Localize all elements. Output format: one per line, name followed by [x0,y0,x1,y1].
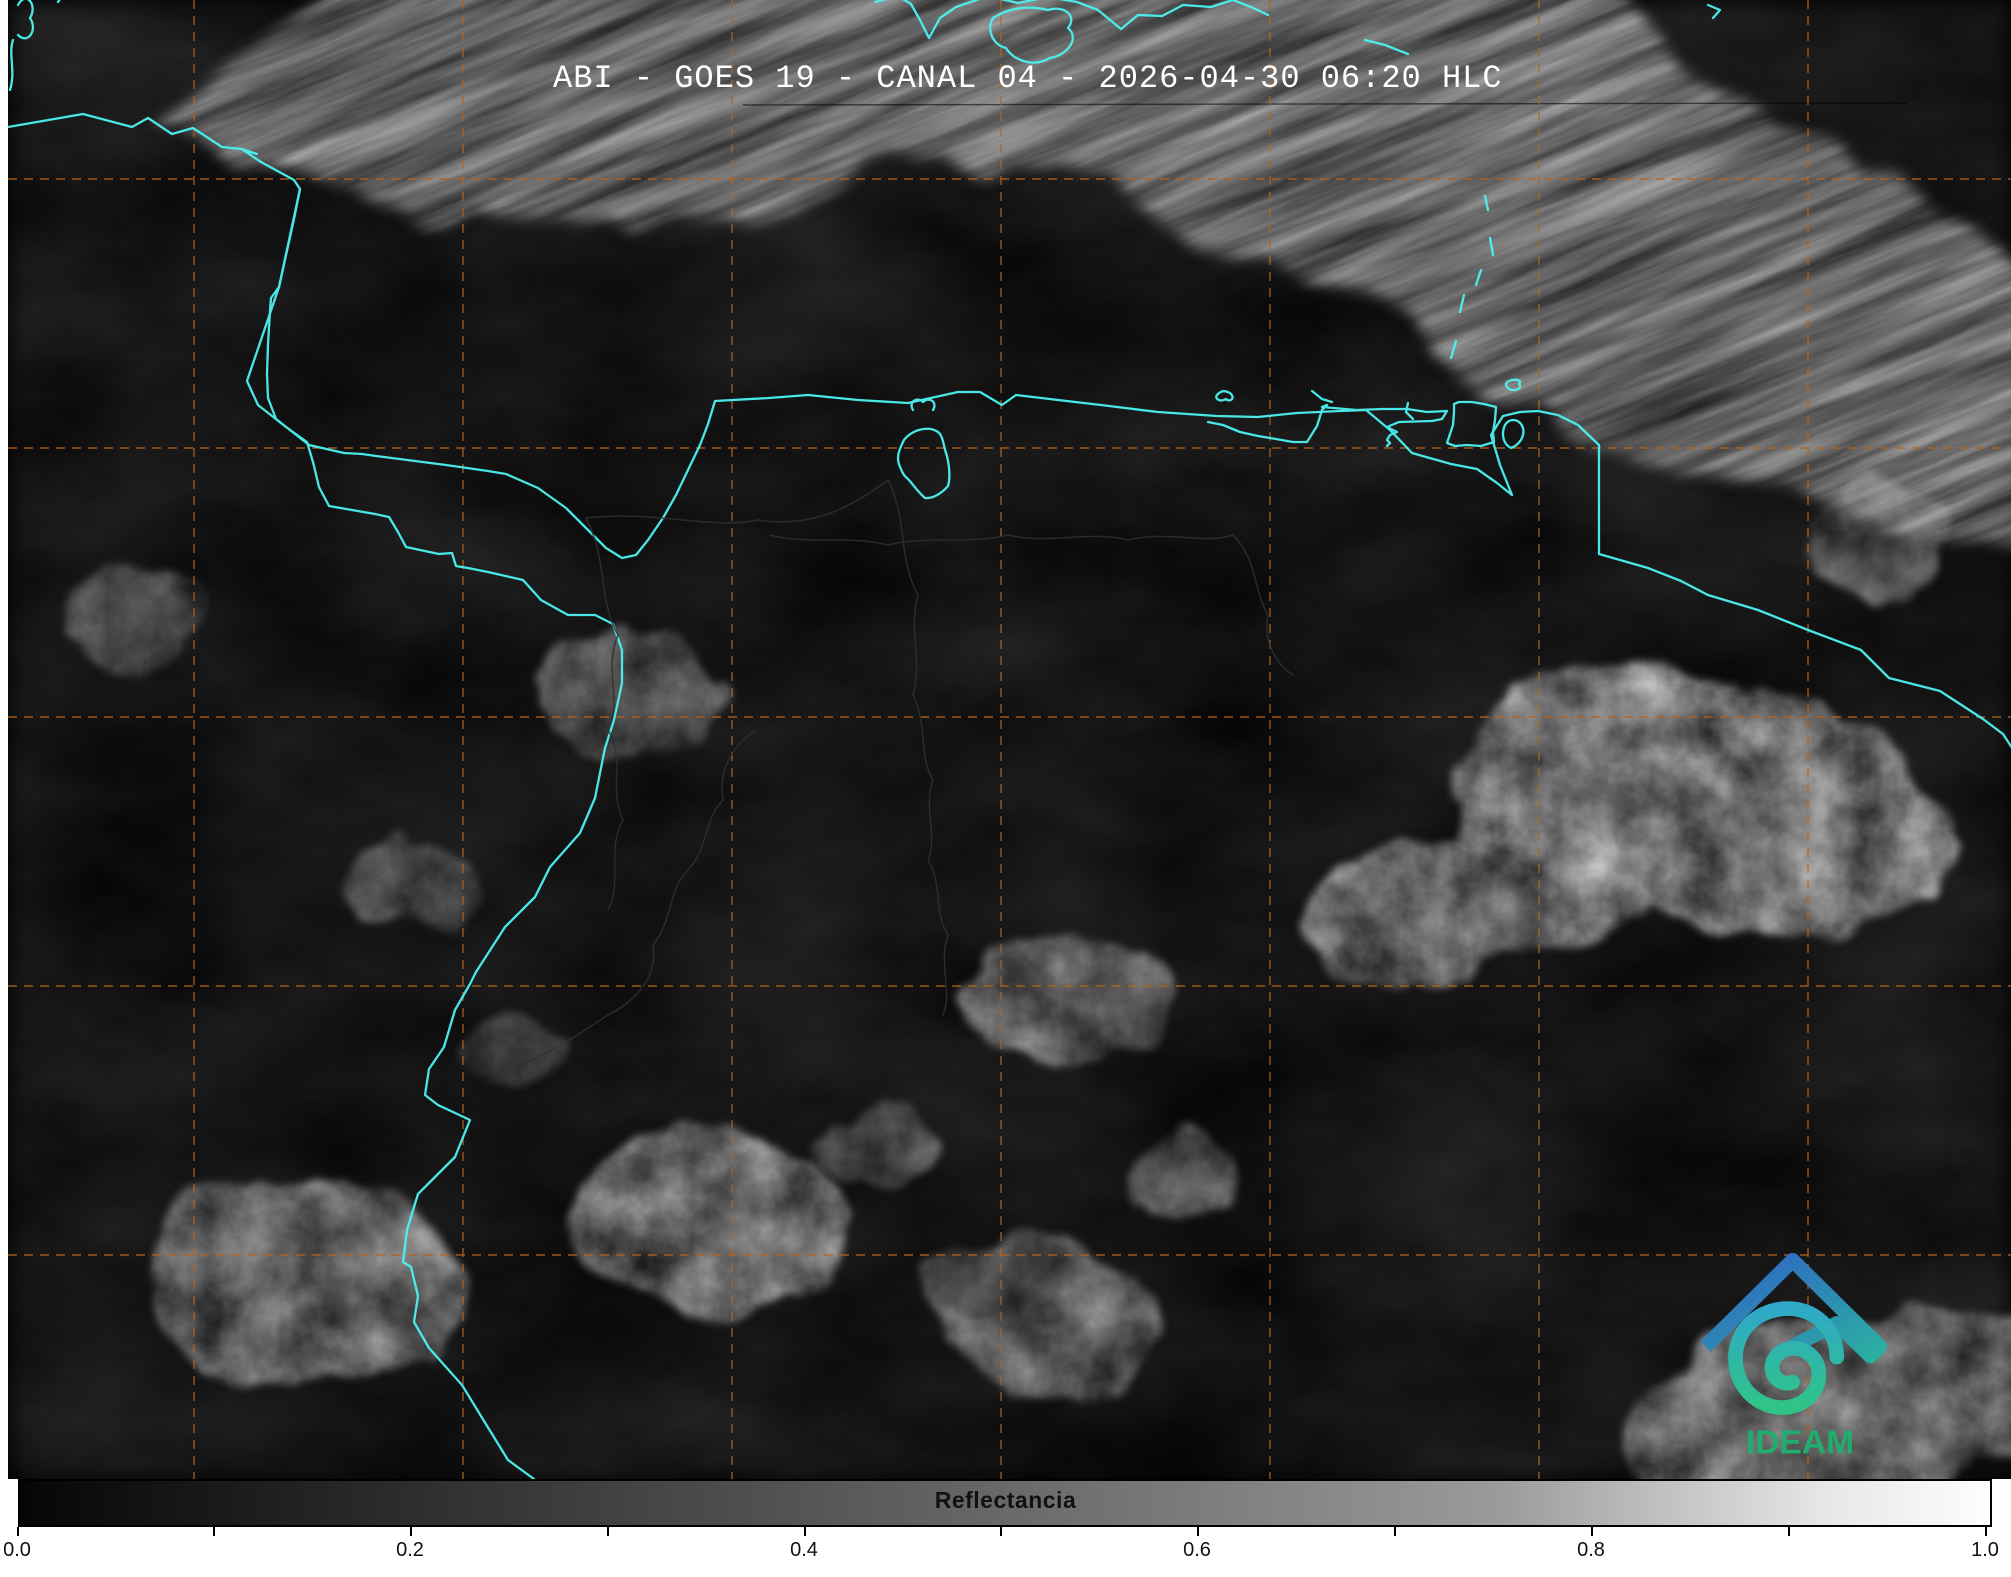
svg-text:IDEAM: IDEAM [1746,1425,1854,1462]
